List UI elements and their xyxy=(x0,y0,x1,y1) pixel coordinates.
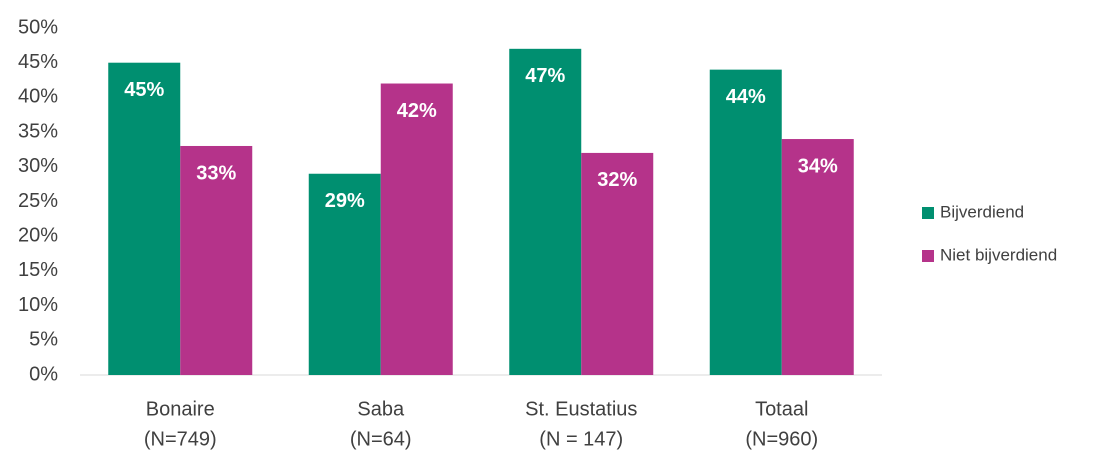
x-tick-label: (N=64) xyxy=(350,428,412,450)
y-tick-label: 20% xyxy=(18,224,58,246)
value-label: 42% xyxy=(397,100,437,122)
value-label: 33% xyxy=(196,162,236,184)
x-tick-label: (N=749) xyxy=(144,428,217,450)
x-tick-label: Bonaire xyxy=(146,398,215,420)
y-tick-label: 45% xyxy=(18,51,58,73)
x-tick-label: St. Eustatius xyxy=(525,398,637,420)
value-label: 47% xyxy=(525,65,565,87)
value-label: 29% xyxy=(325,190,365,212)
legend-swatch xyxy=(922,250,934,262)
legend-label: Niet bijverdiend xyxy=(940,245,1057,264)
bar xyxy=(781,139,854,375)
value-label: 34% xyxy=(798,155,838,177)
x-tick-label: (N=960) xyxy=(745,428,818,450)
x-tick-label: Saba xyxy=(357,398,405,420)
legend-label: Bijverdiend xyxy=(940,202,1024,221)
x-tick-label: (N = 147) xyxy=(539,428,623,450)
x-tick-label: Totaal xyxy=(755,398,808,420)
y-tick-label: 5% xyxy=(29,329,58,351)
bar xyxy=(180,145,253,375)
y-tick-label: 40% xyxy=(18,86,58,108)
legend-swatch xyxy=(922,207,934,219)
y-tick-label: 35% xyxy=(18,120,58,142)
y-tick-label: 15% xyxy=(18,259,58,281)
y-tick-label: 25% xyxy=(18,190,58,212)
bar xyxy=(509,48,582,375)
y-tick-label: 50% xyxy=(18,16,58,38)
bar xyxy=(380,83,453,376)
bar xyxy=(709,69,782,375)
bar xyxy=(581,152,654,375)
value-label: 44% xyxy=(726,86,766,108)
value-label: 45% xyxy=(124,79,164,101)
value-label: 32% xyxy=(597,169,637,191)
y-tick-label: 30% xyxy=(18,155,58,177)
y-tick-label: 0% xyxy=(29,363,58,385)
y-tick-label: 10% xyxy=(18,294,58,316)
bar xyxy=(308,173,381,375)
bar xyxy=(108,62,181,375)
